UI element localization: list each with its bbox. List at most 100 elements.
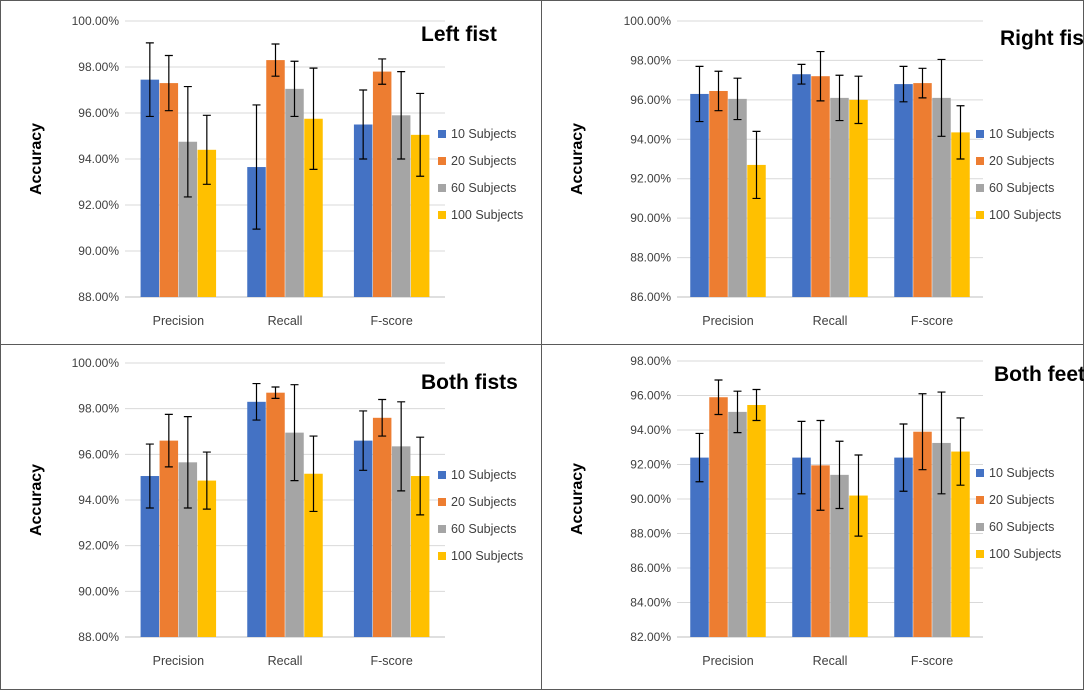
y-axis-label: Accuracy — [28, 123, 45, 195]
chart-panel-left-fist: 88.00% 90.00% 92.00% 94.00% 96.00% 98.00% 100.… — [0, 0, 542, 345]
bar — [747, 164, 766, 297]
bar — [792, 74, 811, 297]
error-bar — [733, 77, 742, 121]
error-bar — [899, 65, 908, 103]
chart-title: Both feet — [994, 363, 1084, 386]
bar — [894, 84, 913, 297]
chart-svg: 82.00% 84.00% 86.00% 88.00% 90.00% 92.00% 94.0… — [569, 354, 1084, 668]
legend-label: 100 Subjects — [989, 547, 1061, 561]
error-bar — [797, 63, 806, 85]
y-tick-label: 96.00% — [630, 389, 671, 403]
error-bar — [956, 105, 965, 160]
error-bar — [695, 65, 704, 123]
legend-label: 10 Subjects — [451, 468, 516, 482]
bar — [830, 474, 849, 637]
legend-swatch — [438, 498, 446, 506]
error-bar — [202, 451, 211, 510]
bar — [304, 473, 323, 637]
error-bar — [309, 67, 318, 170]
legend-label: 20 Subjects — [989, 493, 1054, 507]
x-tick-label: Precision — [153, 314, 204, 328]
error-bar — [397, 401, 406, 492]
y-tick-label: 100.00% — [72, 356, 120, 370]
error-bar — [359, 410, 368, 471]
error-bar — [733, 390, 742, 434]
error-bar — [416, 436, 425, 516]
y-tick-label: 90.00% — [78, 584, 119, 598]
bar — [391, 446, 411, 637]
y-tick-label: 96.00% — [78, 106, 119, 120]
error-bar — [918, 67, 927, 99]
bar — [913, 431, 932, 637]
y-tick-label: 86.00% — [630, 290, 671, 304]
y-tick-label: 98.00% — [630, 354, 671, 368]
legend-swatch — [438, 525, 446, 533]
bar — [159, 440, 179, 637]
legend-label: 20 Subjects — [451, 495, 516, 509]
bar — [197, 149, 217, 297]
y-tick-label: 82.00% — [630, 630, 671, 644]
y-tick-label: 92.00% — [78, 198, 119, 212]
error-bar — [695, 432, 704, 483]
y-tick-label: 92.00% — [630, 172, 671, 186]
bar — [894, 457, 913, 637]
error-bar — [183, 85, 192, 198]
legend-swatch — [976, 523, 984, 531]
legend-swatch — [438, 184, 446, 192]
bar — [728, 98, 747, 297]
error-bar — [854, 454, 863, 537]
bar — [849, 99, 868, 297]
legend-label: 60 Subjects — [989, 520, 1054, 534]
bar — [811, 465, 830, 637]
bar — [372, 417, 392, 637]
y-tick-label: 90.00% — [78, 244, 119, 258]
bar — [830, 97, 849, 297]
x-tick-label: F-score — [370, 314, 412, 328]
chart-title: Both fists — [421, 371, 518, 394]
error-bar — [937, 391, 946, 495]
bar — [728, 411, 747, 637]
x-tick-label: F-score — [911, 654, 953, 668]
bar — [353, 124, 373, 297]
error-bar — [816, 419, 825, 511]
bar — [372, 71, 392, 297]
chart-svg: 88.00% 90.00% 92.00% 94.00% 96.00% 98.00% 100.… — [28, 356, 523, 668]
chart-panel-both-fists: 88.00% 90.00% 92.00% 94.00% 96.00% 98.00% 100.… — [0, 344, 542, 690]
x-tick-label: Precision — [153, 654, 204, 668]
legend-swatch — [976, 211, 984, 219]
bar — [849, 495, 868, 637]
chart-panel-both-feet: 82.00% 84.00% 86.00% 88.00% 90.00% 92.00% 94.0… — [541, 344, 1084, 690]
error-bar — [271, 386, 280, 399]
bar — [247, 167, 266, 297]
bar — [353, 440, 373, 637]
error-bar — [252, 104, 261, 230]
error-bar — [752, 130, 761, 200]
legend-swatch — [438, 157, 446, 165]
bar — [747, 404, 766, 637]
bar — [140, 476, 160, 637]
error-bar — [290, 60, 299, 118]
chart-title: Right fist — [1000, 27, 1084, 50]
y-tick-label: 92.00% — [78, 539, 119, 553]
y-tick-label: 88.00% — [78, 290, 119, 304]
legend-label: 60 Subjects — [989, 181, 1054, 195]
error-bar — [797, 420, 806, 495]
legend-label: 60 Subjects — [451, 522, 516, 536]
legend-label: 100 Subjects — [989, 208, 1061, 222]
error-bar — [164, 413, 173, 468]
bar — [792, 457, 811, 637]
error-bar — [309, 435, 318, 513]
x-tick-label: Precision — [702, 314, 753, 328]
error-bar — [145, 42, 154, 118]
bar — [951, 451, 970, 637]
x-tick-label: Recall — [268, 314, 303, 328]
y-tick-label: 94.00% — [78, 493, 119, 507]
x-tick-label: Recall — [813, 654, 848, 668]
bar — [951, 132, 970, 297]
y-tick-label: 92.00% — [630, 458, 671, 472]
y-tick-label: 94.00% — [78, 152, 119, 166]
legend-label: 20 Subjects — [989, 154, 1054, 168]
bar — [410, 476, 430, 637]
bar — [932, 442, 951, 637]
legend-swatch — [976, 469, 984, 477]
